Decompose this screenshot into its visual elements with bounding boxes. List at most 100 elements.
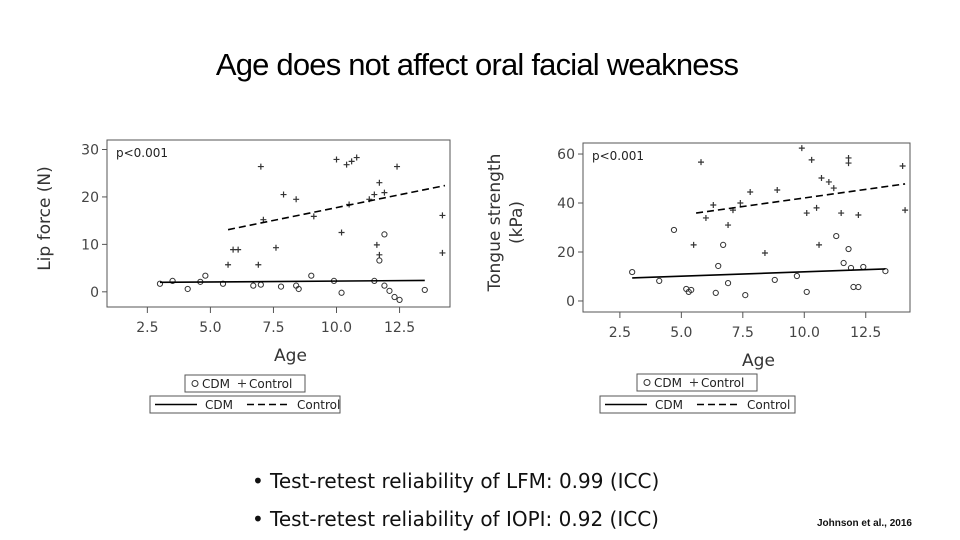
x-tick-label: 12.5 (850, 325, 881, 341)
point (838, 210, 845, 217)
point (257, 163, 264, 170)
legend-label: CDM (205, 398, 233, 412)
slide-title: Age does not affect oral facial weakness (216, 47, 739, 82)
point (747, 188, 754, 195)
point (394, 163, 401, 170)
legend-label: CDM (654, 376, 682, 390)
point (225, 261, 232, 268)
citation: Johnson et al., 2016 (817, 518, 912, 529)
x-tick-label: 12.5 (384, 320, 415, 336)
point (310, 213, 317, 220)
point (396, 296, 403, 303)
point (816, 241, 823, 248)
plot-frame (582, 142, 911, 313)
point (698, 159, 705, 166)
point (803, 210, 810, 217)
point (169, 277, 176, 285)
point (813, 204, 820, 211)
fit-line (227, 184, 446, 231)
point (737, 200, 744, 207)
point (742, 292, 749, 299)
point (376, 257, 383, 264)
legend-label: Control (249, 377, 292, 391)
y-axis-label: Tongue strength (485, 154, 505, 293)
x-tick-label: 10.0 (321, 320, 352, 336)
point (855, 283, 862, 291)
point (250, 282, 257, 289)
point (391, 293, 398, 301)
point (771, 276, 778, 284)
y-tick-label: 20 (81, 190, 99, 206)
legend-symbol (643, 379, 651, 386)
legend-label: Control (297, 398, 340, 412)
point (421, 286, 428, 294)
point (712, 289, 719, 296)
x-tick-label: 2.5 (136, 320, 158, 336)
point (845, 160, 852, 167)
point (280, 191, 287, 198)
bullet: • (252, 469, 264, 493)
fit-line (695, 183, 906, 214)
y-tick-label: 30 (81, 142, 99, 158)
point (295, 285, 302, 293)
point (272, 244, 279, 251)
point (803, 288, 810, 296)
annotation: p<0.001 (592, 149, 644, 163)
point (293, 196, 300, 203)
y-tick-label: 10 (81, 237, 99, 253)
legend-label: CDM (202, 377, 230, 391)
point (710, 201, 717, 208)
bullet: • (252, 507, 264, 531)
point (184, 285, 191, 293)
point (343, 161, 350, 168)
point (798, 145, 805, 152)
point (353, 154, 360, 161)
point (688, 286, 695, 294)
x-axis-label: Age (742, 351, 775, 371)
x-axis-label: Age (274, 346, 307, 366)
point (255, 261, 262, 268)
annotation: p<0.001 (116, 146, 168, 160)
point (376, 179, 383, 186)
point (882, 267, 889, 275)
plot-frame (106, 139, 451, 308)
legend-label: Control (747, 398, 790, 412)
x-tick-label: 5.0 (199, 320, 221, 336)
point (860, 263, 867, 271)
point (235, 246, 242, 253)
point (702, 214, 709, 221)
point (202, 272, 209, 279)
legend-box (149, 395, 341, 414)
point (774, 187, 781, 194)
point (845, 245, 852, 253)
y-tick-label: 40 (557, 196, 575, 212)
point (761, 249, 768, 256)
point (381, 282, 388, 289)
point (690, 241, 697, 248)
x-tick-label: 7.5 (732, 325, 754, 341)
point (371, 191, 378, 198)
legend-label: Control (701, 376, 744, 390)
x-tick-label: 5.0 (670, 325, 692, 341)
y-tick-label: 0 (90, 285, 99, 301)
point (670, 226, 678, 234)
point (840, 259, 847, 267)
point (818, 175, 825, 182)
point (156, 280, 164, 287)
y-tick-label: 60 (557, 147, 575, 163)
point (348, 158, 355, 165)
point (720, 241, 727, 248)
point (308, 272, 315, 279)
point (277, 283, 285, 290)
point (899, 163, 906, 170)
point (902, 207, 909, 214)
x-tick-label: 10.0 (789, 325, 820, 341)
point (376, 251, 383, 258)
bullet-text: Test-retest reliability of IOPI: 0.92 (I… (269, 507, 659, 531)
point (439, 212, 446, 219)
point (338, 229, 345, 236)
legend-label: CDM (655, 398, 683, 412)
point (855, 212, 862, 219)
point (793, 272, 801, 280)
